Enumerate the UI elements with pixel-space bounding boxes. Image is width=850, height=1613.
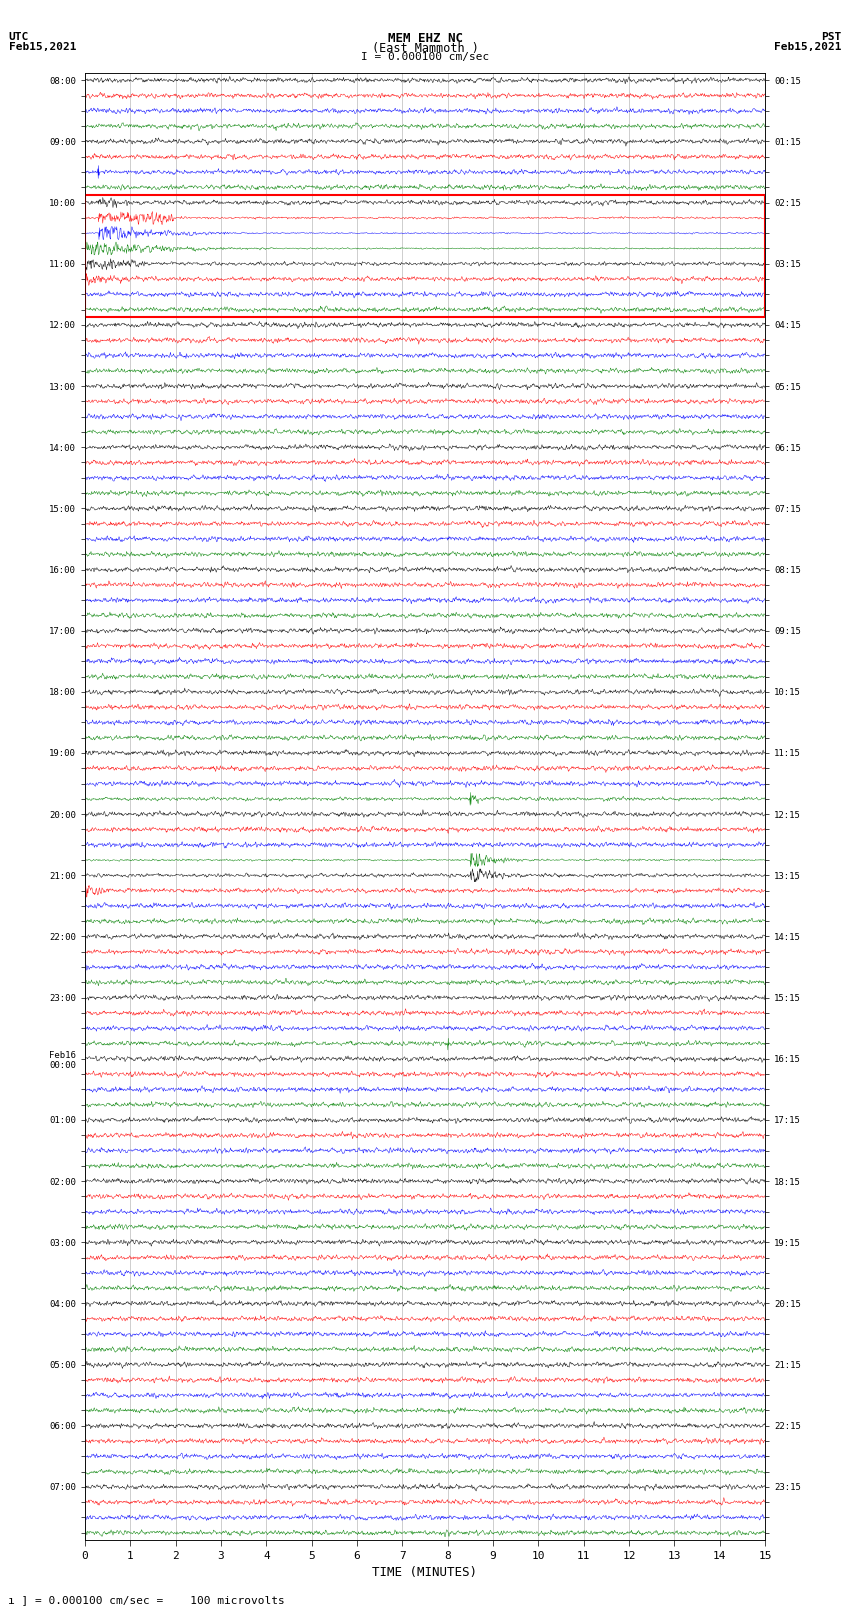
Text: (East Mammoth ): (East Mammoth ) [371,42,479,55]
Text: I = 0.000100 cm/sec: I = 0.000100 cm/sec [361,52,489,61]
Text: Feb15,2021: Feb15,2021 [8,42,76,52]
Text: UTC: UTC [8,32,29,42]
Text: MEM EHZ NC: MEM EHZ NC [388,32,462,45]
Bar [85,195,765,318]
Text: PST: PST [821,32,842,42]
X-axis label: TIME (MINUTES): TIME (MINUTES) [372,1566,478,1579]
Text: ı ] = 0.000100 cm/sec =    100 microvolts: ı ] = 0.000100 cm/sec = 100 microvolts [8,1595,286,1605]
Text: Feb15,2021: Feb15,2021 [774,42,842,52]
